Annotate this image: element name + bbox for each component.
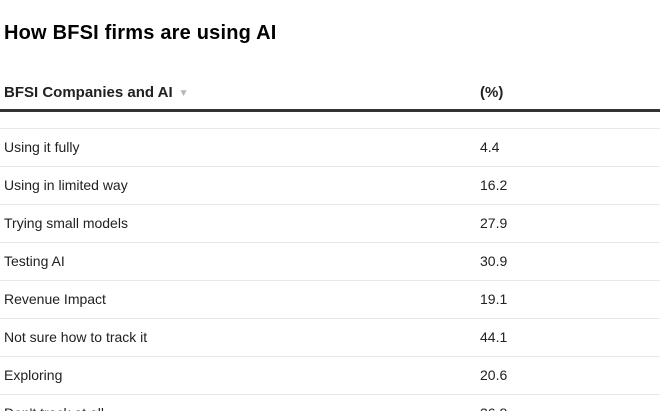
- row-label: Testing AI: [4, 253, 65, 270]
- row-value: 20.6: [480, 367, 508, 384]
- row-label: Not sure how to track it: [4, 329, 148, 346]
- column-header-companies-label: BFSI Companies and AI: [4, 83, 173, 101]
- row-value: 36.8: [480, 405, 507, 411]
- bfsi-ai-table: BFSI Companies and AI ▼ (%) Using it full…: [0, 59, 660, 411]
- table-row: Using it fully 4.4: [0, 129, 660, 167]
- row-value: 44.1: [480, 329, 508, 346]
- page-title: How BFSI firms are using AI: [4, 22, 277, 45]
- row-label: Revenue Impact: [4, 291, 106, 308]
- row-label: Using in limited way: [4, 177, 128, 194]
- table-row: Trying small models 27.9: [0, 205, 660, 243]
- table-header-row: BFSI Companies and AI ▼ (%): [0, 59, 660, 112]
- row-label: Exploring: [4, 367, 63, 384]
- column-header-companies[interactable]: BFSI Companies and AI ▼: [0, 84, 480, 101]
- row-value: 30.9: [480, 253, 508, 270]
- row-value: 27.9: [480, 215, 508, 232]
- table-row: Exploring 20.6: [0, 357, 660, 395]
- row-value: 4.4: [480, 139, 500, 156]
- column-header-percent: (%): [480, 83, 504, 101]
- table-row: Using in limited way 16.2: [0, 167, 660, 205]
- sort-caret-icon: ▼: [178, 87, 189, 99]
- table-body: Using it fully 4.4 Using in limited way …: [0, 129, 660, 411]
- table-row: Revenue Impact 19.1: [0, 281, 660, 319]
- row-label: Using it fully: [4, 139, 80, 156]
- row-value: 16.2: [480, 177, 508, 194]
- row-label: Don't track at all: [0, 405, 480, 411]
- table-row: Don't track at all 36.8: [0, 395, 660, 411]
- table-row: Not sure how to track it 44.1: [0, 319, 660, 357]
- row-label: Trying small models: [4, 215, 128, 232]
- table-row: Testing AI 30.9: [0, 243, 660, 281]
- row-value: 19.1: [480, 291, 508, 308]
- table-spacer-row: [0, 112, 660, 129]
